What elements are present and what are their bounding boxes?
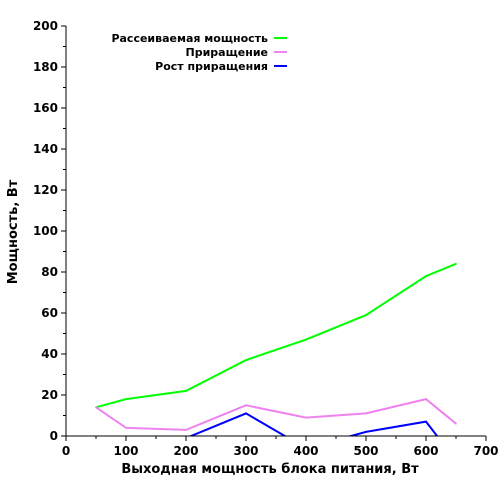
x-tick-label: 200 (173, 444, 198, 458)
data-point-2 (245, 412, 247, 415)
legend-label-0: Рассеиваемая мощность (111, 32, 268, 45)
data-point-2 (365, 431, 367, 433)
data-point-1 (305, 416, 307, 419)
y-tick-label: 80 (41, 265, 58, 279)
data-point-1 (95, 406, 97, 409)
data-point-0 (455, 263, 457, 265)
x-tick-label: 400 (293, 444, 318, 458)
data-point-0 (185, 390, 187, 392)
y-tick-label: 180 (33, 60, 58, 74)
data-point-0 (245, 359, 247, 361)
series-layer (95, 262, 457, 462)
x-tick-label: 600 (413, 444, 438, 458)
legend-label-1: Приращение (186, 46, 268, 59)
y-tick-label: 120 (33, 183, 58, 197)
y-tick-label: 20 (41, 388, 58, 402)
data-point-1 (245, 404, 247, 407)
data-point-1 (125, 427, 127, 429)
y-tick-label: 60 (41, 306, 58, 320)
data-point-1 (455, 422, 457, 425)
y-tick-label: 100 (33, 224, 58, 238)
axes-layer: 0 20 40 60 80 100 120 140 160 180 200 0 100 200 300 400… (33, 19, 499, 458)
legend-label-2: Рост приращения (155, 60, 268, 73)
x-tick-label: 100 (113, 444, 138, 458)
y-tick-label: 160 (33, 101, 58, 115)
data-point-1 (365, 412, 367, 415)
y-tick-label: 140 (33, 142, 58, 156)
data-point-1 (425, 398, 427, 400)
data-point-2 (425, 420, 427, 423)
series-line-1 (95, 398, 457, 431)
data-point-0 (125, 398, 127, 400)
data-point-0 (365, 314, 367, 316)
series-line-0 (95, 262, 457, 409)
y-tick-label: 0 (50, 429, 58, 443)
y-tick-label: 200 (33, 19, 58, 33)
x-tick-label: 0 (62, 444, 70, 458)
x-tick-label: 300 (233, 444, 258, 458)
x-tick-label: 500 (353, 444, 378, 458)
x-axis-title: Выходная мощность блока питания, Вт (121, 462, 419, 477)
data-point-0 (425, 275, 427, 277)
x-tick-label: 700 (473, 444, 498, 458)
y-axis-title: Мощность, Вт (6, 179, 21, 284)
data-point-1 (185, 429, 187, 431)
data-point-0 (305, 338, 307, 341)
y-tick-label: 40 (41, 347, 58, 361)
data-point-2 (455, 460, 457, 462)
series-line-2 (188, 412, 439, 436)
